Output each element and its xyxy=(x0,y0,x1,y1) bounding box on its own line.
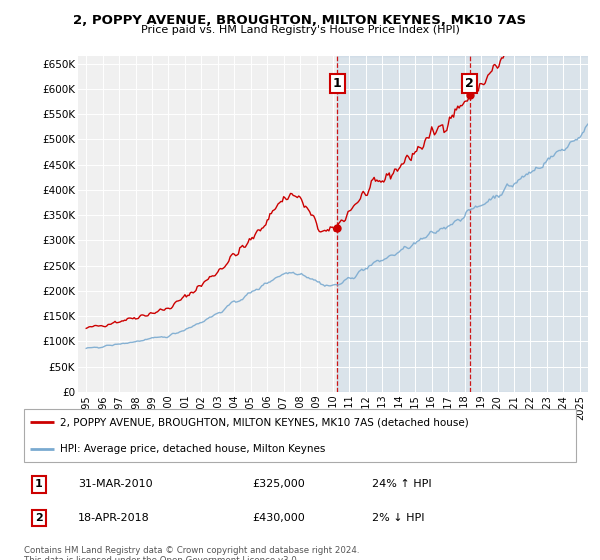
Text: £325,000: £325,000 xyxy=(252,479,305,489)
Text: 2% ↓ HPI: 2% ↓ HPI xyxy=(372,513,425,523)
Text: £430,000: £430,000 xyxy=(252,513,305,523)
Text: Contains HM Land Registry data © Crown copyright and database right 2024.
This d: Contains HM Land Registry data © Crown c… xyxy=(24,546,359,560)
Bar xyxy=(337,56,600,392)
Text: 2, POPPY AVENUE, BROUGHTON, MILTON KEYNES, MK10 7AS (detached house): 2, POPPY AVENUE, BROUGHTON, MILTON KEYNE… xyxy=(60,417,469,427)
Text: Price paid vs. HM Land Registry's House Price Index (HPI): Price paid vs. HM Land Registry's House … xyxy=(140,25,460,35)
Text: 2: 2 xyxy=(35,513,43,523)
Text: 18-APR-2018: 18-APR-2018 xyxy=(78,513,150,523)
Text: 2, POPPY AVENUE, BROUGHTON, MILTON KEYNES, MK10 7AS: 2, POPPY AVENUE, BROUGHTON, MILTON KEYNE… xyxy=(73,14,527,27)
Text: HPI: Average price, detached house, Milton Keynes: HPI: Average price, detached house, Milt… xyxy=(60,444,325,454)
FancyBboxPatch shape xyxy=(24,409,576,462)
Text: 2: 2 xyxy=(465,77,474,90)
Text: 1: 1 xyxy=(333,77,341,90)
Text: 24% ↑ HPI: 24% ↑ HPI xyxy=(372,479,431,489)
Text: 31-MAR-2010: 31-MAR-2010 xyxy=(78,479,152,489)
Text: 1: 1 xyxy=(35,479,43,489)
